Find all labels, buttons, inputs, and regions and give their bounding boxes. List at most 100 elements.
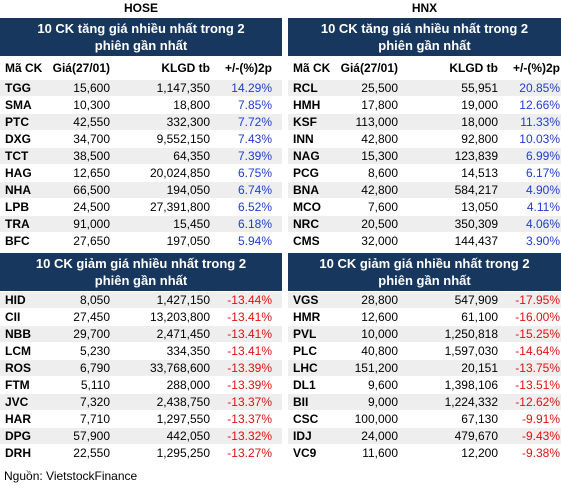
symbol: CMS xyxy=(293,234,320,248)
row-bg xyxy=(0,165,282,181)
row-bg xyxy=(288,216,561,232)
cell: 6,790 xyxy=(79,361,110,375)
row-bg xyxy=(288,445,561,461)
cell: 151,200 xyxy=(354,361,398,375)
cell: -14.64% xyxy=(515,344,560,358)
cell: 24,500 xyxy=(73,200,110,214)
symbol: JVC xyxy=(5,395,29,409)
symbol: PCG xyxy=(293,166,320,180)
symbol: HMH xyxy=(293,98,321,112)
row-bg xyxy=(288,309,561,325)
column-header: KLGD tb xyxy=(449,61,498,75)
symbol: DRH xyxy=(5,446,31,460)
cell: 91,000 xyxy=(73,217,110,231)
cell: 100,000 xyxy=(354,412,398,426)
cell: 27,391,800 xyxy=(149,200,210,214)
cell: 6.99% xyxy=(525,149,560,163)
cell: 42,800 xyxy=(361,132,398,146)
cell: -13.32% xyxy=(227,429,272,443)
cell: 67,130 xyxy=(461,412,498,426)
cell: 5.94% xyxy=(237,234,272,248)
cell: 7.85% xyxy=(237,98,272,112)
row-bg xyxy=(288,292,561,308)
cell: 584,217 xyxy=(454,183,498,197)
cell: 334,350 xyxy=(166,344,210,358)
cell: 8,050 xyxy=(79,293,110,307)
row-bg xyxy=(0,216,282,232)
row-bg xyxy=(0,114,282,130)
section-title: 10 CK tăng giá nhiều nhất trong 2 phiên … xyxy=(0,18,282,56)
cell: 20,500 xyxy=(361,217,398,231)
cell: 479,670 xyxy=(454,429,498,443)
cell: 1,427,150 xyxy=(156,293,210,307)
symbol: VC9 xyxy=(293,446,317,460)
row-bg xyxy=(288,182,561,198)
cell: 7.39% xyxy=(237,149,272,163)
cell: 12,600 xyxy=(361,310,398,324)
symbol: HID xyxy=(5,293,26,307)
cell: 12,200 xyxy=(461,446,498,460)
cell: 194,050 xyxy=(166,183,210,197)
symbol: PLC xyxy=(293,344,317,358)
cell: 1,297,550 xyxy=(156,412,210,426)
cell: 7.43% xyxy=(237,132,272,146)
row-bg xyxy=(288,394,561,410)
column-header: KLGD tb xyxy=(161,61,210,75)
cell: 15,300 xyxy=(361,149,398,163)
cell: 1,250,818 xyxy=(444,327,498,341)
cell: 113,000 xyxy=(355,115,399,129)
symbol: SMA xyxy=(5,98,32,112)
cell: 66,500 xyxy=(73,183,110,197)
row-bg xyxy=(0,343,282,359)
cell: 8,600 xyxy=(367,166,398,180)
cell: 32,000 xyxy=(361,234,398,248)
symbol: NRC xyxy=(293,217,319,231)
cell: 547,909 xyxy=(454,293,498,307)
symbol: PVL xyxy=(293,327,317,341)
symbol: HAG xyxy=(5,166,32,180)
cell: 42,550 xyxy=(73,115,110,129)
symbol: LPB xyxy=(5,200,29,214)
cell: 7,320 xyxy=(79,395,110,409)
cell: -13.41% xyxy=(227,310,272,324)
cell: 144,437 xyxy=(454,234,498,248)
row-bg xyxy=(288,326,561,342)
symbol: LHC xyxy=(293,361,318,375)
symbol: CII xyxy=(5,310,21,324)
cell: 6.75% xyxy=(237,166,272,180)
symbol: ROS xyxy=(5,361,32,375)
cell: 1,147,350 xyxy=(156,81,210,95)
row-bg xyxy=(288,428,561,444)
cell: 7.72% xyxy=(237,115,272,129)
symbol: NBB xyxy=(5,327,31,341)
cell: 15,600 xyxy=(73,81,110,95)
symbol: BII xyxy=(293,395,309,409)
cell: 92,800 xyxy=(461,132,498,146)
section-title: 10 CK tăng giá nhiều nhất trong 2 phiên … xyxy=(288,18,561,56)
cell: 6.17% xyxy=(525,166,560,180)
symbol: CSC xyxy=(293,412,319,426)
cell: 19,000 xyxy=(461,98,498,112)
symbol: VGS xyxy=(293,293,319,307)
cell: -13.41% xyxy=(227,327,272,341)
cell: 25,500 xyxy=(361,81,398,95)
cell: 12,650 xyxy=(73,166,110,180)
row-bg xyxy=(288,80,561,96)
cell: 2,471,450 xyxy=(156,327,210,341)
cell: 9,000 xyxy=(367,395,398,409)
row-bg xyxy=(0,97,282,113)
cell: -16.00% xyxy=(515,310,560,324)
cell: 18,000 xyxy=(461,115,498,129)
cell: 1,295,250 xyxy=(156,446,210,460)
row-bg xyxy=(0,233,282,249)
cell: 10.03% xyxy=(519,132,560,146)
cell: 10,300 xyxy=(73,98,110,112)
row-bg xyxy=(288,97,561,113)
cell: 38,500 xyxy=(73,149,110,163)
cell: 11.33% xyxy=(520,115,560,129)
column-header: Mã CK xyxy=(293,61,331,75)
symbol: DL1 xyxy=(293,378,316,392)
cell: -9.38% xyxy=(521,446,560,460)
row-bg xyxy=(0,309,282,325)
